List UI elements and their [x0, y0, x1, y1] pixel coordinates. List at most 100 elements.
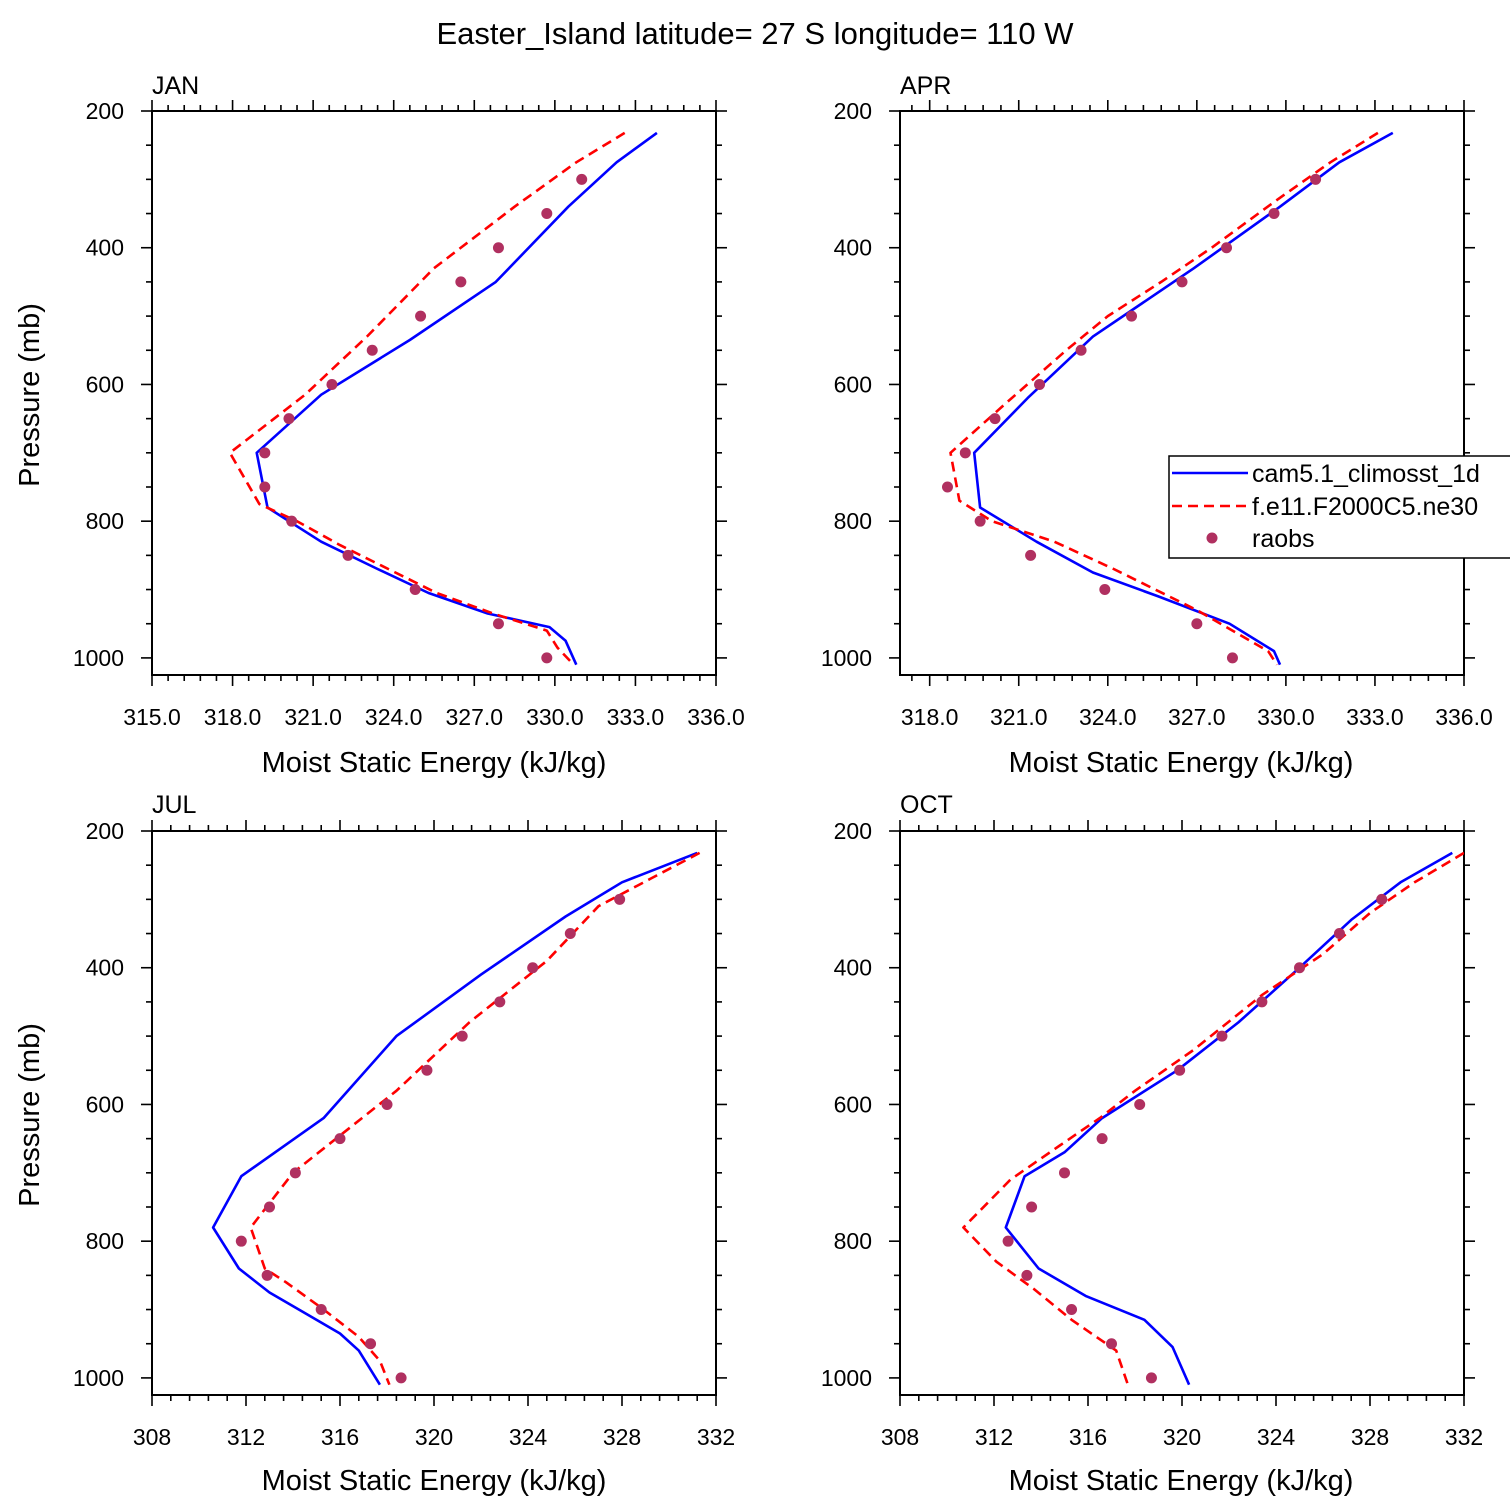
- raobs-marker: [1026, 1201, 1038, 1213]
- raobs-marker: [283, 413, 295, 425]
- x-tick-label: 320: [415, 1424, 453, 1450]
- raobs-marker: [1134, 1098, 1146, 1110]
- figure-title: Easter_Island latitude= 27 S longitude= …: [436, 16, 1074, 51]
- x-tick-label: 321.0: [284, 704, 342, 730]
- x-tick-label: 316: [321, 1424, 359, 1450]
- x-axis-label: Moist Static Energy (kJ/kg): [262, 1465, 607, 1497]
- x-tick-label: 316: [1069, 1424, 1107, 1450]
- legend-swatch-marker: [1206, 532, 1218, 544]
- raobs-marker: [366, 344, 378, 356]
- raobs-marker: [259, 447, 271, 459]
- raobs-marker: [315, 1304, 327, 1316]
- raobs-marker: [261, 1269, 273, 1281]
- raobs-marker: [1034, 378, 1046, 390]
- y-tick-label: 800: [834, 508, 872, 534]
- y-tick-label: 800: [86, 508, 124, 534]
- y-tick-label: 1000: [821, 1365, 872, 1391]
- f-e11-series-line: [962, 851, 1464, 1386]
- panel-jan: JAN Moist Static Energy (kJ/kg) Pressure…: [14, 72, 745, 779]
- raobs-marker: [381, 1098, 393, 1110]
- x-tick-label: 333.0: [607, 704, 665, 730]
- y-tick-label: 200: [834, 98, 872, 124]
- y-tick-label: 200: [86, 818, 124, 844]
- y-tick-label: 1000: [73, 1365, 124, 1391]
- raobs-marker: [1075, 344, 1087, 356]
- raobs-marker: [1021, 1269, 1033, 1281]
- x-tick-label: 333.0: [1346, 704, 1404, 730]
- y-axis-label: Pressure (mb): [14, 303, 46, 487]
- panel-jul: JUL Moist Static Energy (kJ/kg) Pressure…: [14, 791, 735, 1497]
- x-axis-label: Moist Static Energy (kJ/kg): [1009, 747, 1354, 779]
- y-tick-label: 1000: [73, 645, 124, 671]
- x-tick-label: 324.0: [365, 704, 423, 730]
- legend-entry: cam5.1_climosst_1d: [1252, 460, 1480, 488]
- raobs-marker: [492, 618, 504, 630]
- panel-oct: OCT Moist Static Energy (kJ/kg) 308 312 31…: [821, 791, 1483, 1497]
- y-tick-label: 600: [86, 1091, 124, 1117]
- series-group: [211, 851, 701, 1386]
- plot-frame: [151, 830, 717, 1396]
- raobs-marker: [289, 1167, 301, 1179]
- y-tick-label: 600: [834, 1091, 872, 1117]
- raobs-marker: [941, 481, 953, 493]
- raobs-marker: [264, 1201, 275, 1213]
- x-tick-label: 320: [1163, 1424, 1201, 1450]
- x-tick-label: 324: [1257, 1424, 1296, 1450]
- y-tick-label: 600: [86, 371, 124, 397]
- plot-frame: [899, 830, 1465, 1396]
- x-tick-label: 336.0: [687, 704, 745, 730]
- panel-label: APR: [900, 72, 951, 100]
- y-tick-label: 600: [834, 371, 872, 397]
- legend-entry: f.e11.F2000C5.ne30: [1252, 493, 1478, 521]
- x-tick-label: 318.0: [204, 704, 262, 730]
- x-tick-label: 308: [881, 1424, 919, 1450]
- y-tick-label: 200: [834, 818, 872, 844]
- raobs-marker: [286, 515, 298, 527]
- x-tick-label: 332: [697, 1424, 735, 1450]
- raobs-marker: [959, 447, 971, 459]
- cam5-series-line: [972, 131, 1394, 666]
- raobs-marker: [1096, 1133, 1108, 1145]
- x-tick-label: 318.0: [901, 704, 959, 730]
- panel-label: OCT: [900, 791, 953, 819]
- raobs-marker: [409, 584, 421, 596]
- x-tick-label: 327.0: [1168, 704, 1226, 730]
- y-tick-label: 800: [834, 1228, 872, 1254]
- plot-area: 308 312 316 320 324 328 332 200 400 600 800 1000: [821, 818, 1483, 1450]
- raobs-marker: [1294, 962, 1305, 974]
- y-tick-label: 400: [834, 235, 872, 261]
- raobs-marker: [1106, 1338, 1117, 1350]
- f-e11-series-line: [949, 131, 1379, 666]
- raobs-marker: [1126, 310, 1138, 322]
- raobs-marker: [1310, 173, 1322, 185]
- y-tick-label: 200: [86, 98, 124, 124]
- x-tick-label: 315.0: [123, 704, 181, 730]
- raobs-marker: [494, 996, 506, 1008]
- raobs-marker: [1376, 893, 1388, 905]
- raobs-marker: [1216, 1030, 1228, 1042]
- y-tick-label: 400: [834, 955, 872, 981]
- raobs-marker: [1191, 618, 1203, 630]
- x-tick-label: 328: [1351, 1424, 1389, 1450]
- x-tick-label: 321.0: [990, 704, 1048, 730]
- legend-entry: raobs: [1252, 525, 1315, 553]
- x-axis-label: Moist Static Energy (kJ/kg): [262, 747, 607, 779]
- plot-area: 318.0 321.0 324.0 327.0 330.0 333.0 336.0 200 40…: [821, 98, 1493, 730]
- cam5-series-line: [255, 131, 658, 666]
- cam5-series-line: [1004, 851, 1453, 1386]
- x-tick-label: 328: [603, 1424, 641, 1450]
- y-tick-label: 800: [86, 1228, 124, 1254]
- raobs-marker: [541, 208, 553, 220]
- cam5-series-line: [211, 851, 698, 1386]
- y-tick-label: 1000: [821, 645, 872, 671]
- y-tick-label: 400: [86, 955, 124, 981]
- x-tick-label: 327.0: [446, 704, 504, 730]
- raobs-marker: [1025, 549, 1037, 561]
- x-tick-label: 324.0: [1079, 704, 1137, 730]
- x-tick-label: 312: [227, 1424, 265, 1450]
- y-axis-label: Pressure (mb): [14, 1023, 46, 1207]
- raobs-marker: [576, 173, 588, 185]
- f-e11-series-line: [249, 851, 701, 1386]
- raobs-marker: [456, 1030, 468, 1042]
- raobs-marker: [974, 515, 986, 527]
